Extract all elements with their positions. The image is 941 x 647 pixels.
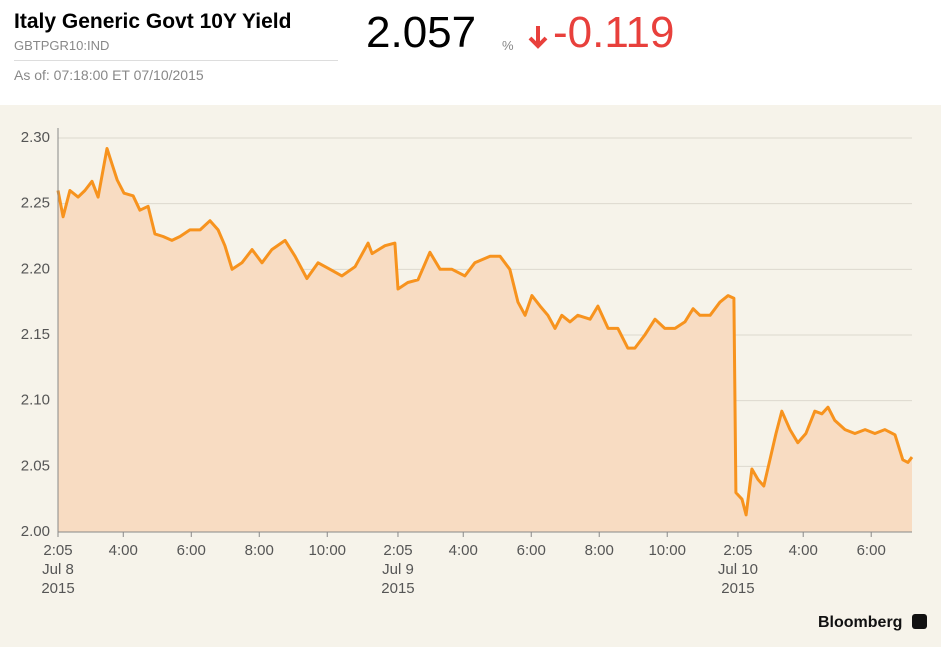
unit: % [502, 38, 514, 53]
x-tick-label: 4:00 [449, 542, 478, 559]
as-of: As of: 07:18:00 ET 07/10/2015 [14, 67, 204, 83]
line [56, 147, 914, 517]
header: Italy Generic Govt 10Y Yield GBTPGR10:IN… [0, 0, 941, 105]
y-tick-label: 2.25 [21, 195, 50, 212]
x-tick-label: 6:00 [177, 542, 206, 559]
x-tick-label: 6:00 [517, 542, 546, 559]
x-tick-label: 10:00 [648, 542, 686, 559]
y-tick-label: 2.00 [21, 523, 50, 540]
last-price: 2.057 [366, 8, 477, 57]
brand-icon [912, 614, 927, 629]
brand: Bloomberg [818, 614, 902, 631]
down-arrow [528, 26, 548, 49]
x-tick-label: 4:00 [789, 542, 818, 559]
x-tick-label: 10:00 [308, 542, 346, 559]
y-tick-label: 2.15 [21, 326, 50, 343]
y-tick-label: 2.05 [21, 457, 50, 474]
x-tick-label: 4:00 [109, 542, 138, 559]
title: Italy Generic Govt 10Y Yield [14, 10, 292, 33]
y-tick-label: 2.20 [21, 260, 50, 277]
x-tick-year: 2015 [41, 580, 74, 597]
x-tick-label: 2:05 [723, 542, 752, 559]
divider [14, 60, 338, 61]
chart: Bloomberg 2.00 2.05 2.10 2.15 2.20 2.25 2.30 2:… [0, 105, 941, 647]
x-tick-label: 6:00 [857, 542, 886, 559]
x-tick-label: 8:00 [245, 542, 274, 559]
x-tick-label: 2:05 [383, 542, 412, 559]
y-tick-label: 2.30 [21, 129, 50, 146]
area [58, 148, 912, 532]
x-tick-date: Jul 8 [42, 561, 74, 578]
ticker: GBTPGR10:IND [14, 38, 110, 53]
x-tick-year: 2015 [721, 580, 754, 597]
x-tick-date: Jul 10 [718, 561, 758, 578]
x-tick-label: 8:00 [585, 542, 614, 559]
x-tick-year: 2015 [381, 580, 414, 597]
x-tick-date: Jul 9 [382, 561, 414, 578]
y-tick-label: 2.10 [21, 392, 50, 409]
change: -0.119 [553, 8, 675, 57]
x-tick-label: 2:05 [43, 542, 72, 559]
